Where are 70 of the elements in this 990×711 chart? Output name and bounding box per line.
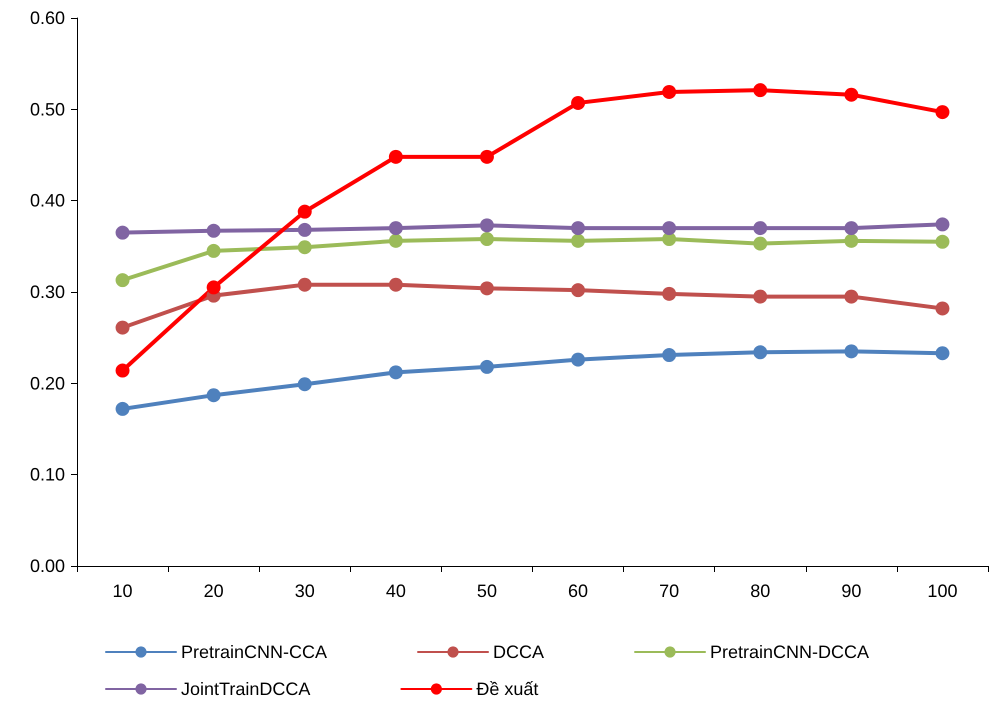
point bbox=[388, 221, 403, 236]
point bbox=[571, 352, 586, 367]
legend-label: JointTrainDCCA bbox=[181, 679, 310, 699]
point bbox=[844, 344, 858, 358]
point bbox=[116, 273, 130, 288]
y-tick-label: 0.10 bbox=[30, 464, 65, 485]
point bbox=[206, 244, 221, 258]
y-tick-label: 0.00 bbox=[30, 556, 65, 576]
point bbox=[571, 283, 586, 298]
point bbox=[571, 234, 586, 248]
point bbox=[480, 281, 494, 296]
point bbox=[298, 222, 312, 237]
point bbox=[844, 234, 858, 248]
point bbox=[480, 218, 494, 232]
x-tick-label: 60 bbox=[568, 581, 588, 601]
point bbox=[388, 150, 403, 164]
x-tick-label: 30 bbox=[294, 581, 315, 601]
x-tick-label: 90 bbox=[841, 581, 862, 601]
point bbox=[935, 234, 950, 249]
y-tick-label: 0.60 bbox=[30, 8, 65, 28]
y-tick-label: 0.20 bbox=[30, 373, 65, 394]
x-tick-label: 100 bbox=[927, 581, 958, 601]
x-tick-label: 50 bbox=[476, 581, 497, 601]
point bbox=[298, 240, 312, 254]
point bbox=[206, 280, 221, 294]
point bbox=[662, 286, 676, 301]
point bbox=[662, 221, 676, 236]
point bbox=[662, 84, 676, 99]
point bbox=[935, 217, 950, 232]
x-tick-label: 10 bbox=[112, 581, 133, 601]
y-tick-label: 0.40 bbox=[30, 190, 65, 211]
point bbox=[753, 345, 768, 360]
point bbox=[206, 224, 221, 238]
legend-label: PretrainCNN-CCA bbox=[181, 642, 328, 662]
point bbox=[753, 221, 768, 236]
point bbox=[388, 278, 403, 292]
point bbox=[116, 364, 130, 378]
point bbox=[116, 226, 130, 240]
point bbox=[480, 150, 494, 164]
point bbox=[753, 236, 768, 251]
point bbox=[206, 388, 221, 402]
point bbox=[753, 83, 768, 98]
point bbox=[571, 221, 586, 236]
point bbox=[480, 232, 494, 246]
x-tick-label: 70 bbox=[659, 581, 680, 601]
point bbox=[844, 221, 858, 236]
point bbox=[116, 402, 130, 416]
point bbox=[388, 234, 403, 248]
point bbox=[935, 346, 950, 360]
point bbox=[844, 88, 858, 102]
x-tick-label: 40 bbox=[386, 581, 406, 601]
y-tick-label: 0.30 bbox=[30, 282, 65, 302]
point bbox=[116, 320, 130, 335]
point bbox=[844, 290, 858, 304]
point bbox=[571, 96, 586, 110]
point bbox=[753, 290, 768, 304]
legend-label: Đề xuất bbox=[476, 679, 538, 699]
point bbox=[935, 105, 950, 120]
legend-label: DCCA bbox=[493, 642, 544, 662]
point bbox=[298, 377, 312, 392]
y-tick-label: 0.50 bbox=[30, 99, 65, 120]
point bbox=[480, 360, 494, 374]
x-tick-label: 20 bbox=[204, 581, 224, 601]
point bbox=[388, 365, 403, 380]
x-tick-label: 80 bbox=[750, 581, 770, 601]
point bbox=[935, 301, 950, 316]
point bbox=[662, 348, 676, 362]
point bbox=[298, 204, 312, 219]
legend-label: PretrainCNN-DCCA bbox=[710, 642, 870, 662]
point bbox=[298, 278, 312, 292]
